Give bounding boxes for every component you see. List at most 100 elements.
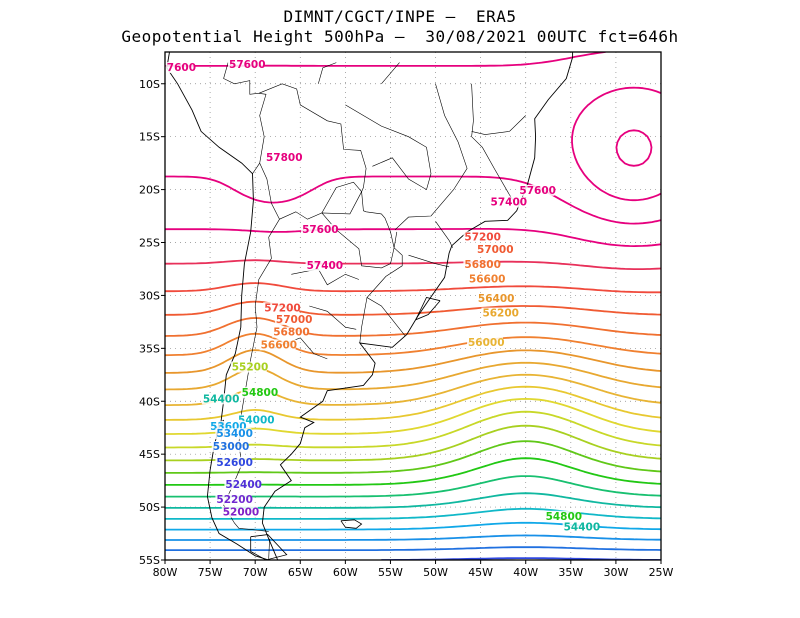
contour-label-bg: [215, 428, 252, 440]
y-tick-label: 25S: [139, 237, 160, 250]
political-border: [359, 297, 368, 344]
contour-label-bg: [215, 493, 252, 505]
x-tick-label: 40W: [513, 566, 538, 579]
x-tick-label: 80W: [153, 566, 178, 579]
contour-57400: [615, 129, 653, 167]
contour-label: 56800: [273, 327, 310, 339]
contour-label-bg: [463, 258, 500, 270]
political-border: [223, 62, 259, 95]
contour-label-bg: [489, 196, 526, 208]
political-border: [381, 62, 400, 84]
political-border: [345, 104, 432, 191]
contour-label-bg: [228, 58, 265, 70]
axis-ticks: 80W 75W 70W 65W 60W 55W 50W 45W 40W 35W 30W 25W 10S 1…: [139, 78, 674, 579]
contour-label-bg: [237, 414, 274, 426]
chart-title-line1: DIMNT/CGCT/INPE – ERA5: [283, 7, 517, 26]
contour-label-bg: [476, 292, 513, 304]
contour-57000: [165, 52, 661, 225]
falkland-islands: [340, 519, 363, 529]
y-tick-label: 50S: [139, 501, 160, 514]
contour-52800: [165, 546, 661, 551]
contour-label-bg: [211, 440, 248, 452]
contour-label-bg: [221, 506, 258, 518]
contour-label-bg: [463, 231, 500, 243]
political-border: [268, 538, 270, 559]
contour-53800: [165, 475, 661, 498]
x-tick-label: 50W: [423, 566, 448, 579]
x-tick-label: 55W: [378, 566, 403, 579]
contour-label-bg: [467, 273, 504, 285]
contour-56600: [165, 259, 661, 270]
contour-label-bg: [562, 521, 599, 533]
contour-label-bg: [215, 456, 252, 468]
political-border: [471, 115, 526, 135]
y-tick-label: 40S: [139, 395, 160, 408]
contour-56800: [165, 228, 661, 247]
contour-label-bg: [518, 184, 555, 196]
contour-56400: [165, 282, 661, 294]
east-coastline: [261, 52, 574, 560]
tierra-del-fuego: [250, 534, 288, 560]
contour-label: 56600: [261, 339, 298, 351]
contour-56000: [165, 317, 661, 337]
contour-label: 52600: [216, 457, 253, 469]
y-tick-label: 15S: [139, 131, 160, 144]
contour-label-bg: [230, 361, 267, 373]
contour-label: 54800: [242, 387, 279, 399]
contour-label: 54800: [546, 511, 583, 523]
contour-label: 54000: [238, 414, 275, 426]
contour-label: 54400: [203, 393, 240, 405]
contour-label-bg: [165, 62, 196, 74]
x-tick-label: 30W: [603, 566, 628, 579]
contour-label: 57000: [276, 314, 313, 326]
contour-label-bg: [476, 244, 513, 256]
political-border: [366, 247, 406, 336]
map-frame: [164, 51, 662, 561]
contour-label: 53000: [213, 441, 250, 453]
contour-label-bg: [259, 339, 296, 351]
contour-56200: [165, 300, 661, 316]
y-tick-label: 55S: [139, 554, 160, 567]
contour-label-bg: [240, 386, 277, 398]
political-border: [252, 93, 267, 174]
contour-label-bg: [209, 420, 246, 432]
contour-label: 55200: [232, 362, 269, 374]
contour-label-bg: [272, 326, 309, 338]
contour-label-bg: [274, 313, 311, 325]
contour-label-bg: [201, 393, 238, 405]
x-tick-label: 75W: [198, 566, 223, 579]
contour-57200: [571, 86, 661, 202]
y-tick-label: 45S: [139, 448, 160, 461]
y-tick-label: 20S: [139, 184, 160, 197]
contour-label-bg: [301, 223, 338, 235]
contour-55000: [165, 385, 661, 421]
political-border: [435, 221, 453, 248]
contour-54200: [165, 440, 661, 474]
contour-label: 57400: [491, 196, 528, 208]
y-tick-label: 10S: [139, 78, 160, 91]
contour-55800: [165, 332, 661, 357]
contour-label: 56400: [478, 293, 515, 305]
lagoa-dos-patos: [414, 297, 441, 321]
political-border: [259, 162, 362, 220]
x-tick-label: 45W: [468, 566, 493, 579]
contour-label: 57400: [307, 260, 344, 272]
contour-label: 56200: [482, 308, 519, 320]
chart-title-line2: Geopotential Height 500hPa – 30/08/2021 …: [121, 27, 679, 46]
contour-label: 57200: [464, 231, 501, 243]
x-tick-label: 60W: [333, 566, 358, 579]
political-border: [408, 254, 450, 268]
political-border: [394, 83, 468, 231]
x-tick-label: 65W: [288, 566, 313, 579]
contour-label: 56000: [468, 337, 505, 349]
political-border: [258, 83, 367, 192]
contour-54800: [165, 398, 661, 435]
contour-label: 52000: [223, 507, 260, 519]
contour-label: 57600: [519, 185, 556, 197]
contour-label-bg: [481, 307, 518, 319]
contour-labels: 5760076005780057600574005760057400572005…: [165, 58, 600, 533]
contour-label: 56600: [469, 274, 506, 286]
x-tick-label: 25W: [649, 566, 674, 579]
contour-label-bg: [224, 479, 261, 491]
